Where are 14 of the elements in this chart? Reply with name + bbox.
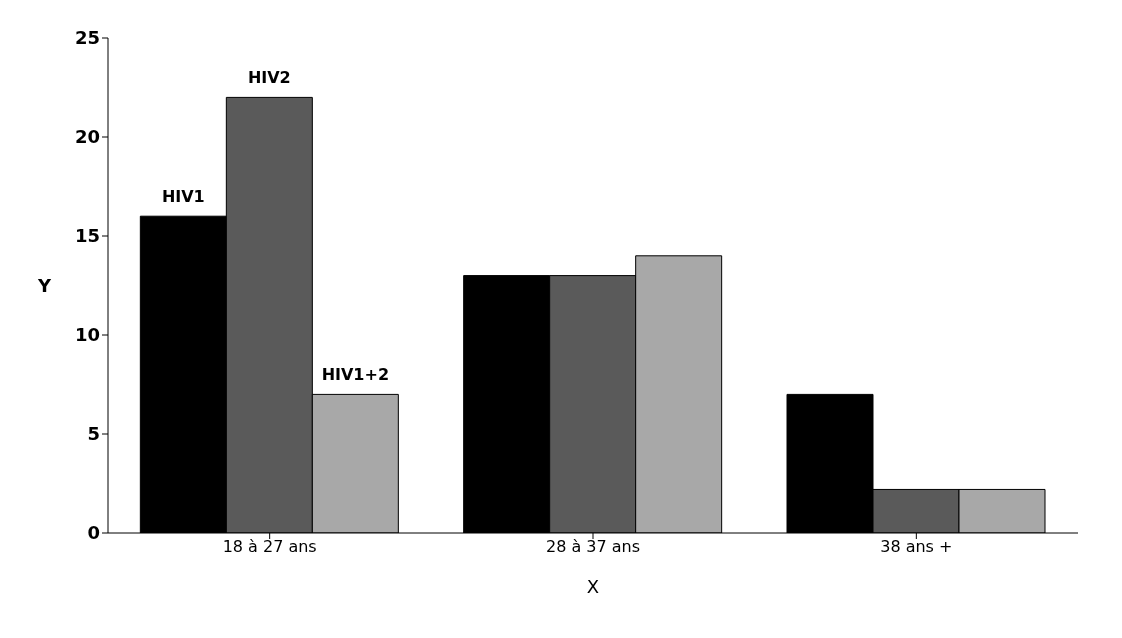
- y-tick-label: 5: [87, 423, 100, 445]
- x-tick-label: 28 à 37 ans: [545, 537, 641, 557]
- y-tick-label: 10: [74, 324, 100, 346]
- y-axis-title: Y: [37, 274, 52, 296]
- series-label: HIV1+2: [321, 365, 390, 385]
- x-tick-label: 38 ans +: [880, 537, 953, 557]
- series-label: HIV1: [161, 187, 205, 207]
- y-tick-label: 0: [87, 522, 100, 544]
- x-axis-title: X: [586, 576, 600, 597]
- y-tick-label: 25: [74, 27, 100, 49]
- y-tick-label: 15: [74, 225, 100, 247]
- y-tick-label: 20: [74, 126, 100, 148]
- x-tick-label: 18 à 27 ans: [222, 537, 317, 557]
- series-label: HIV2: [247, 68, 291, 88]
